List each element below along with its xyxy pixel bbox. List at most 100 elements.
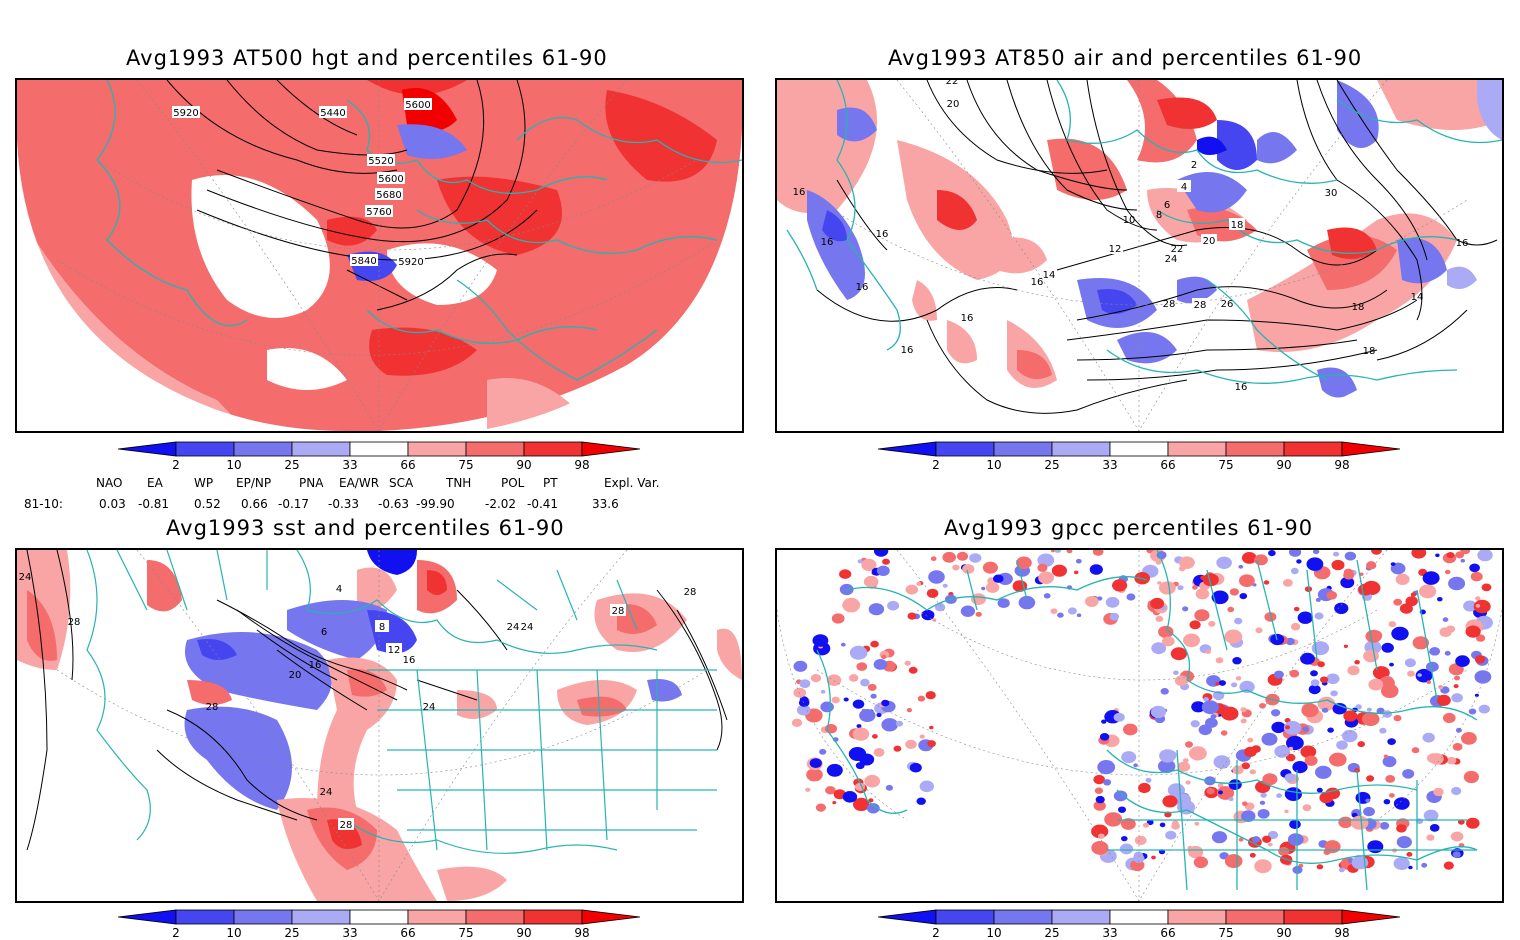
precip-anomaly-cell (1075, 558, 1082, 564)
colorbar-segment (1051, 909, 1111, 925)
colorbar-segment (291, 441, 351, 457)
precip-anomaly-cell (1396, 836, 1412, 849)
precip-anomaly-cell (1016, 556, 1032, 570)
contour-label: 20 (1203, 236, 1216, 247)
colorbar-tick-label: 33 (1102, 458, 1117, 472)
precip-anomaly-cell (849, 674, 859, 682)
precip-anomaly-cell (1165, 830, 1177, 840)
precip-anomaly-cell (1163, 750, 1177, 761)
precip-anomaly-cell (982, 561, 998, 574)
colorbar-segment (523, 909, 583, 925)
precip-anomaly-cell (1301, 703, 1319, 718)
precip-anomaly-cell (975, 611, 982, 617)
precip-anomaly-cell (1066, 550, 1073, 554)
precip-anomaly-cell (1358, 583, 1374, 596)
precip-anomaly-cell (1263, 580, 1270, 585)
precip-anomaly-cell (839, 569, 852, 579)
index-value-epnp: 0.66 (241, 497, 268, 511)
precip-anomaly-cell (926, 588, 939, 598)
precip-anomaly-cell (1239, 574, 1255, 587)
colorbar-tick-label: 90 (1276, 458, 1291, 472)
precip-anomaly-cell (857, 559, 863, 564)
precip-anomaly-cell (1389, 662, 1394, 667)
precip-anomaly-cell (1332, 703, 1347, 715)
precip-anomaly-cell (1433, 787, 1444, 797)
colorbar-segment (465, 909, 525, 925)
map-sst: 24 28 28 6 4 8 16 20 12 16 24 24 28 28 2… (17, 550, 742, 901)
precip-anomaly-cell (916, 581, 922, 586)
precip-anomaly-cell (806, 768, 823, 782)
precip-anomaly-cell (1338, 867, 1345, 873)
index-header-epnp: EP/NP (236, 476, 272, 490)
precip-anomaly-cell (1123, 723, 1138, 736)
precip-anomaly-cell (1444, 569, 1451, 575)
precip-anomaly-cell (1354, 660, 1360, 665)
map-panel-air850: 22 20 16 16 16 16 16 16 16 14 2 4 6 8 10… (775, 78, 1504, 433)
precip-anomaly-cell (1393, 598, 1403, 606)
precip-anomaly-cell (927, 740, 936, 748)
precip-anomaly-cell (1343, 568, 1353, 576)
precip-anomaly-cell (1419, 584, 1437, 599)
precip-anomaly-cell (1376, 707, 1385, 715)
contour-label: 5680 (376, 190, 401, 201)
precip-anomaly-cell (1310, 670, 1318, 677)
precip-anomaly-cell (1369, 630, 1383, 641)
precip-anomaly-cell (942, 583, 948, 588)
precip-anomaly-cell (1324, 840, 1341, 854)
precip-anomaly-cell (842, 791, 858, 803)
colorbar-tick-label: 66 (1160, 926, 1175, 940)
precip-anomaly-cell (1202, 573, 1219, 587)
contour-label: 20 (947, 99, 960, 110)
precip-anomaly-cell (997, 598, 1010, 608)
precip-anomaly-cell (1478, 704, 1490, 714)
precip-anomaly-cell (873, 550, 889, 557)
precip-anomaly-cell (1205, 649, 1211, 654)
panel-title-gpcc: Avg1993 gpcc percentiles 61-90 (944, 516, 1314, 540)
colorbar-tick-label: 10 (986, 458, 1001, 472)
precip-anomaly-cell (1357, 741, 1365, 748)
precip-anomaly-cell (866, 803, 880, 814)
precip-anomaly-cell (1174, 793, 1191, 807)
precip-anomaly-cell (1249, 769, 1256, 775)
precip-anomaly-cell (981, 586, 986, 591)
precip-anomaly-cell (1273, 670, 1284, 679)
precip-anomaly-cell (1421, 862, 1428, 868)
colorbar-tick-label: 75 (1218, 926, 1233, 940)
precip-anomaly-cell (1304, 755, 1318, 766)
precip-anomaly-cell (1437, 597, 1443, 602)
precip-anomaly-cell (1481, 583, 1492, 592)
precip-anomaly-cell (1340, 576, 1355, 589)
precip-anomaly-cell (1267, 842, 1273, 847)
precip-anomaly-cell (1426, 834, 1435, 841)
precip-anomaly-cell (1423, 809, 1439, 822)
precip-anomaly-cell (1399, 603, 1413, 614)
contour-label: 4 (1181, 182, 1187, 193)
colorbar-segment (1167, 909, 1227, 925)
precip-anomaly-cell (1244, 746, 1257, 757)
precip-anomaly-cell (1097, 596, 1103, 601)
precip-anomaly-cell (1452, 851, 1461, 858)
precip-anomaly-cell (1183, 633, 1200, 648)
index-header-pna: PNA (299, 476, 324, 490)
precip-anomaly-cell (952, 564, 960, 571)
map-hgt500: 5920 5440 5600 5520 5600 5680 5760 5840 … (17, 80, 742, 431)
precip-anomaly-cell (1395, 573, 1410, 585)
precip-anomaly-cell (1218, 790, 1223, 795)
precip-anomaly-cell (1312, 550, 1320, 555)
precip-anomaly-cell (1410, 592, 1417, 597)
precip-anomaly-cell (1271, 709, 1281, 717)
precip-anomaly-cell (1446, 756, 1457, 765)
precip-anomaly-cell (809, 758, 822, 768)
contour-label: 2 (1191, 160, 1197, 171)
colorbar-segment (581, 441, 641, 457)
precip-anomaly-cell (1177, 585, 1184, 591)
precip-anomaly-cell (1442, 617, 1449, 622)
contour-label: 14 (1043, 270, 1056, 281)
precip-anomaly-cell (1455, 727, 1462, 733)
precip-anomaly-cell (1239, 680, 1255, 693)
precip-anomaly-cell (1336, 740, 1348, 750)
precip-anomaly-cell (860, 678, 870, 687)
contour-label: 16 (1235, 382, 1248, 393)
precip-anomaly-cell (1089, 564, 1103, 575)
precip-anomaly-cell (1285, 637, 1295, 646)
